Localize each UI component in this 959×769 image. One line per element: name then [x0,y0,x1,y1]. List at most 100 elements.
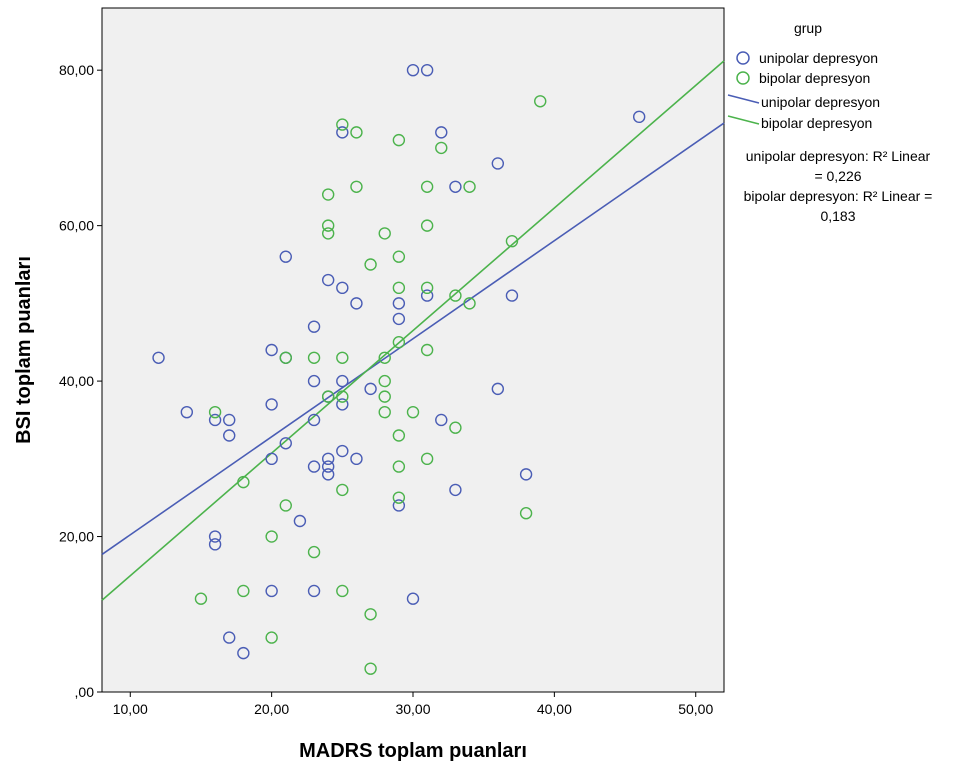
point-unipolar [491,157,505,170]
legend: grup unipolar depresyon bipolar depresyo… [727,20,933,224]
point-unipolar [307,584,321,598]
point-unipolar [491,382,505,396]
point-unipolar [307,460,321,473]
point-bipolar [392,336,406,349]
x-tick-label: 20,00 [254,701,289,717]
point-unipolar [293,514,307,528]
point-unipolar [208,538,222,551]
point-bipolar [194,592,208,605]
x-tick-label: 30,00 [395,701,430,717]
point-bipolar [420,343,434,357]
r2-unipolar-line2: = 0,226 [814,168,861,184]
point-unipolar [336,374,349,388]
point-unipolar [265,584,278,598]
point-bipolar [350,126,363,139]
point-bipolar [420,180,434,193]
point-unipolar [152,351,165,364]
x-axis-title: MADRS toplam puanları [299,740,527,762]
point-unipolar [364,382,377,396]
point-bipolar [406,405,420,419]
point-unipolar [449,483,462,497]
plot-area [101,7,725,693]
point-bipolar [378,351,391,364]
point-bipolar [350,180,363,193]
point-bipolar [265,530,278,543]
point-bipolar [505,234,519,248]
point-unipolar [265,452,278,466]
point-bipolar [463,180,476,193]
point-bipolar [463,297,476,310]
point-bipolar [265,631,278,644]
y-tick-label: ,00 [75,684,95,700]
fit-line-unipolar [101,122,725,556]
point-unipolar [350,297,363,310]
point-bipolar [420,452,434,466]
fit-lines [101,60,725,601]
point-unipolar [420,289,434,302]
point-bipolar [208,405,222,419]
point-unipolar [223,631,236,644]
point-unipolar [279,437,292,450]
point-bipolar [420,219,434,232]
point-bipolar [321,219,335,232]
point-unipolar [420,63,434,77]
point-unipolar [321,452,335,466]
y-tick-label: 40,00 [59,373,94,389]
point-unipolar [180,405,194,419]
point-unipolar [350,452,363,466]
axes: 10,00 20,00 30,00 40,00 50,00 ,00 20,00 40,00 60… [59,62,713,717]
point-bipolar [307,545,321,559]
point-bipolar [392,133,406,147]
point-unipolar [208,413,222,427]
point-bipolar [534,95,547,108]
point-bipolar [364,662,377,675]
point-unipolar [307,413,321,427]
point-bipolar [336,584,349,598]
point-bipolar [449,421,462,434]
point-unipolar [336,126,349,139]
point-bipolar [392,491,406,504]
legend-label-bipolar-line: bipolar depresyon [761,115,872,131]
point-bipolar [420,281,434,295]
point-bipolar [519,507,533,520]
point-unipolar [265,398,278,411]
y-axis-title: BSI toplam puanları [13,256,35,444]
legend-marker-bipolar [736,71,750,85]
point-unipolar [307,320,321,333]
point-unipolar [336,398,349,411]
point-unipolar [321,460,335,473]
point-bipolar [336,118,349,131]
point-unipolar [392,499,406,512]
point-unipolar [519,468,533,481]
legend-label-unipolar-points: unipolar depresyon [759,50,878,66]
point-unipolar [336,281,349,295]
point-unipolar [406,592,420,605]
x-tick-label: 40,00 [537,701,572,717]
point-bipolar [336,390,349,403]
point-bipolar [321,188,335,201]
point-unipolar [223,413,236,427]
legend-marker-unipolar [736,51,750,65]
point-bipolar [237,475,250,489]
y-tick-label: 80,00 [59,62,94,78]
legend-label-unipolar-line: unipolar depresyon [761,94,880,110]
point-unipolar [307,374,321,388]
point-unipolar [632,110,646,124]
legend-line-unipolar [727,94,760,104]
point-bipolar [279,351,292,364]
point-unipolar [435,413,448,427]
legend-label-bipolar-points: bipolar depresyon [759,70,870,86]
point-bipolar [378,227,391,240]
point-unipolar [435,126,448,139]
point-bipolar [279,499,292,512]
x-tick-label: 10,00 [113,701,148,717]
point-unipolar [392,312,406,326]
point-unipolar [321,468,335,481]
r2-bipolar-line1: bipolar depresyon: R² Linear = [744,188,933,204]
y-tick-label: 20,00 [59,529,94,545]
point-bipolar [307,351,321,364]
point-unipolar [336,444,349,458]
point-bipolar [336,351,349,364]
legend-title: grup [794,20,822,36]
